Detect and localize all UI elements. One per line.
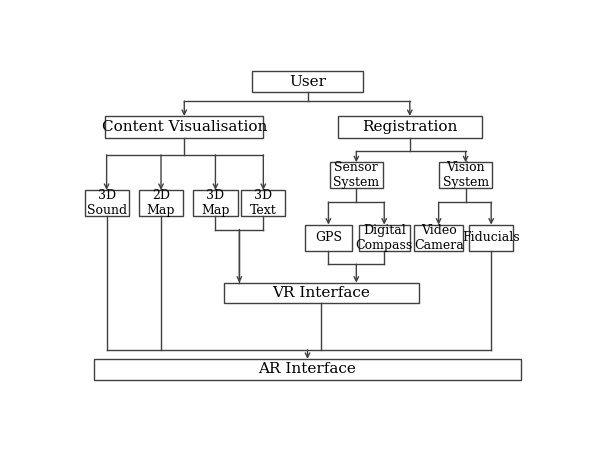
Text: Content Visualisation: Content Visualisation <box>101 120 267 134</box>
FancyBboxPatch shape <box>414 225 463 251</box>
FancyBboxPatch shape <box>469 225 513 251</box>
Text: Digital
Compass: Digital Compass <box>356 224 413 252</box>
FancyBboxPatch shape <box>329 162 383 188</box>
FancyBboxPatch shape <box>241 190 286 216</box>
FancyBboxPatch shape <box>193 190 238 216</box>
FancyBboxPatch shape <box>359 225 410 251</box>
Text: Video
Camera: Video Camera <box>414 224 464 252</box>
Text: 3D
Text: 3D Text <box>250 189 277 217</box>
FancyBboxPatch shape <box>105 116 263 138</box>
Text: Sensor
System: Sensor System <box>333 161 379 189</box>
Text: Registration: Registration <box>362 120 457 134</box>
FancyBboxPatch shape <box>338 116 482 138</box>
FancyBboxPatch shape <box>252 71 364 92</box>
Text: AR Interface: AR Interface <box>259 362 356 376</box>
Text: 3D
Map: 3D Map <box>201 189 230 217</box>
Text: GPS: GPS <box>315 231 342 244</box>
FancyBboxPatch shape <box>439 162 493 188</box>
FancyBboxPatch shape <box>94 359 521 380</box>
Text: User: User <box>289 75 326 89</box>
Text: VR Interface: VR Interface <box>272 286 370 300</box>
FancyBboxPatch shape <box>305 225 352 251</box>
Text: Fiducials: Fiducials <box>463 231 520 244</box>
Text: 3D
Sound: 3D Sound <box>86 189 127 217</box>
FancyBboxPatch shape <box>85 190 129 216</box>
Text: 2D
Map: 2D Map <box>147 189 175 217</box>
FancyBboxPatch shape <box>139 190 183 216</box>
Text: Vision
System: Vision System <box>443 161 488 189</box>
FancyBboxPatch shape <box>224 283 419 303</box>
